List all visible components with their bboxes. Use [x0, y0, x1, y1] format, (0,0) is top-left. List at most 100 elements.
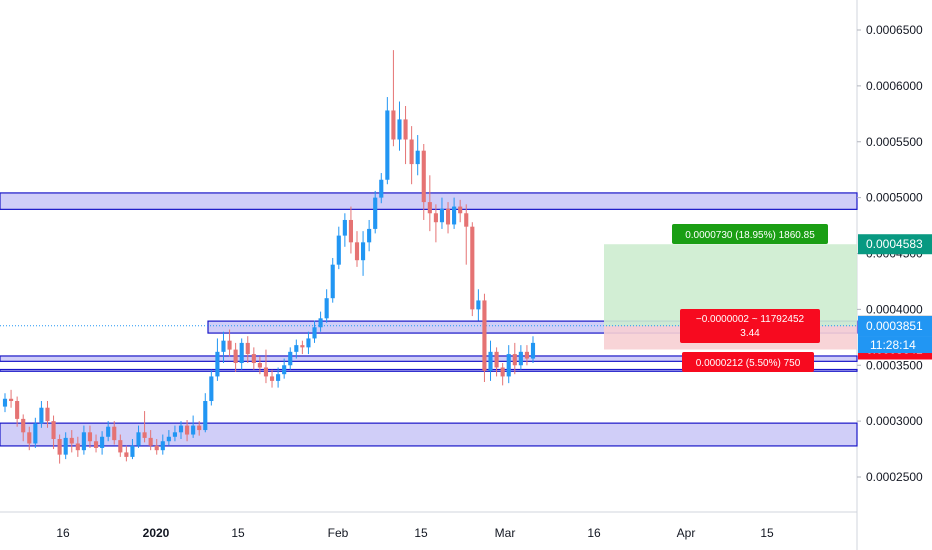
candle-body	[409, 139, 414, 165]
candle-body	[118, 440, 123, 453]
candle-body	[288, 351, 293, 366]
candle-body	[506, 354, 511, 377]
candle-body	[294, 345, 299, 352]
y-tick-label: 0.0005500	[866, 135, 923, 149]
x-tick-label: 15	[414, 526, 428, 540]
candle-body	[324, 298, 329, 319]
candle-body	[427, 202, 432, 214]
price-tag: 0.0004583	[866, 237, 923, 251]
x-tick-label: 2020	[143, 526, 170, 540]
zone-band	[0, 422, 858, 447]
candle-body	[257, 363, 262, 368]
candle-body	[166, 436, 171, 442]
candle-body	[51, 421, 56, 440]
candle-body	[45, 407, 50, 422]
candle-body	[21, 418, 26, 433]
candle-body	[63, 437, 68, 455]
stop-label: 0.0000212 (5.50%) 750	[696, 358, 801, 369]
y-tick-label: 0.0003500	[866, 358, 923, 372]
candle-body	[233, 349, 238, 364]
candle-body	[245, 342, 250, 355]
candle-body	[197, 425, 202, 431]
zone-band	[0, 355, 858, 362]
countdown-timer: 11:28:14	[870, 338, 916, 352]
candle-body	[276, 374, 281, 381]
candle-body	[215, 351, 220, 377]
candle-body	[306, 338, 311, 348]
candle-body	[500, 367, 505, 377]
x-tick-label: Mar	[495, 526, 516, 540]
x-tick-label: 16	[56, 526, 70, 540]
candle-body	[415, 150, 420, 165]
candle-body	[81, 432, 86, 451]
candle-body	[185, 425, 190, 435]
candle-body	[373, 197, 378, 229]
candle-body	[112, 426, 117, 441]
candle-body	[300, 345, 305, 348]
candle-body	[124, 452, 129, 457]
candle-body	[342, 219, 347, 236]
candle-body	[379, 179, 384, 198]
candle-body	[160, 441, 165, 451]
candle-body	[433, 213, 438, 223]
candle-body	[403, 119, 408, 140]
candle-body	[512, 354, 517, 366]
candle-body	[87, 432, 93, 442]
candle-body	[75, 443, 80, 451]
candle-body	[524, 351, 529, 359]
y-tick-label: 0.0003000	[866, 414, 923, 428]
candle-body	[397, 119, 402, 140]
candle-body	[251, 354, 256, 364]
y-tick-label: 0.0004000	[866, 302, 923, 316]
candle-body	[33, 423, 38, 444]
candle-body	[239, 342, 244, 364]
candle-body	[227, 340, 232, 350]
candle-body	[57, 439, 62, 455]
candle-body	[445, 208, 451, 225]
candle-body	[203, 401, 208, 431]
candle-body	[154, 445, 159, 451]
price-tag: 0.0003851	[866, 319, 923, 333]
x-tick-label: Apr	[677, 526, 696, 540]
candle-body	[136, 432, 141, 446]
x-tick-label: 16	[587, 526, 601, 540]
center-label-box	[680, 309, 820, 343]
candle-body	[263, 367, 269, 377]
countdown-box	[858, 336, 932, 354]
candle-body	[367, 228, 372, 243]
candle-body	[476, 300, 481, 310]
candle-body	[93, 441, 99, 448]
candle-body	[391, 110, 396, 140]
stop-label-box	[682, 352, 814, 372]
y-tick-label: 0.0006000	[866, 79, 923, 93]
target-label: 0.0000730 (18.95%) 1860.85	[685, 230, 815, 241]
candle-body	[39, 407, 44, 424]
candle-body	[318, 318, 323, 328]
candle-body	[421, 150, 426, 203]
candle-body	[69, 437, 74, 444]
x-tick-label: 15	[231, 526, 245, 540]
target-label-box	[672, 224, 828, 244]
center-label-ratio: 3.44	[740, 328, 760, 339]
candle-body	[530, 342, 536, 359]
x-tick-label: 15	[760, 526, 774, 540]
center-label-pl: −0.0000002 ~ 11792452	[696, 314, 805, 325]
candle-body	[330, 264, 335, 299]
candle-body	[482, 300, 487, 371]
candle-body	[142, 432, 147, 438]
candle-body	[312, 327, 317, 339]
candle-body	[15, 401, 20, 419]
candle-body	[385, 110, 390, 180]
candle-body	[439, 208, 445, 223]
zone-band	[0, 368, 858, 372]
candle-body	[354, 242, 360, 261]
candle-body	[130, 445, 135, 457]
candle-body	[172, 432, 177, 437]
candle-body	[348, 219, 353, 243]
candle-body	[470, 226, 475, 310]
candle-body	[488, 351, 493, 371]
y-tick-label: 0.0005000	[866, 191, 923, 205]
candle-body	[518, 351, 523, 366]
